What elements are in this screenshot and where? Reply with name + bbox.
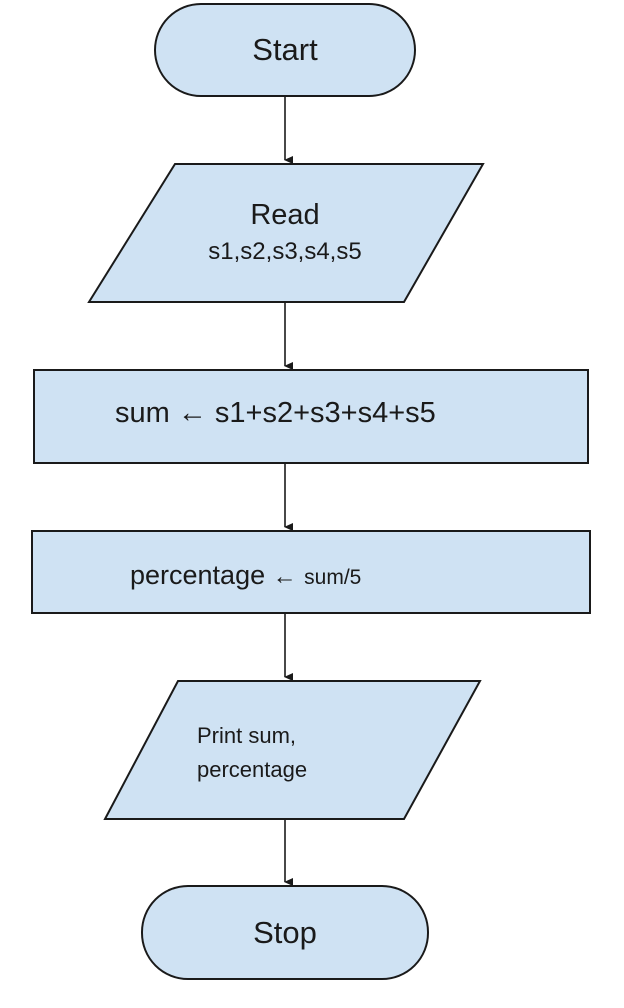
stop-terminator-shape: [141, 885, 429, 980]
percentage-label: percentage ← sum/5: [130, 560, 361, 591]
sum-process-shape: [33, 369, 589, 464]
stop-label: Stop: [253, 915, 317, 950]
assign-arrow-icon: ←: [272, 563, 297, 590]
read-input-shape: [87, 163, 485, 303]
percentage-process-shape: [31, 530, 591, 614]
start-label: Start: [252, 32, 318, 67]
assign-arrow-icon: ←: [177, 397, 207, 429]
print-output-shape: [103, 680, 482, 820]
sum-label-expression: s1+s2+s3+s4+s5: [214, 397, 436, 429]
percentage-label-target: percentage: [130, 560, 266, 590]
sum-label-target: sum: [115, 397, 170, 429]
sum-label: sum ← s1+s2+s3+s4+s5: [115, 397, 436, 430]
read-label-line2: s1,s2,s3,s4,s5: [208, 238, 362, 265]
print-label-line1: Print sum,: [197, 723, 297, 748]
percentage-label-expression: sum/5: [304, 566, 362, 589]
read-label-line1: Read: [250, 199, 320, 231]
print-label-line2: percentage: [197, 757, 308, 782]
